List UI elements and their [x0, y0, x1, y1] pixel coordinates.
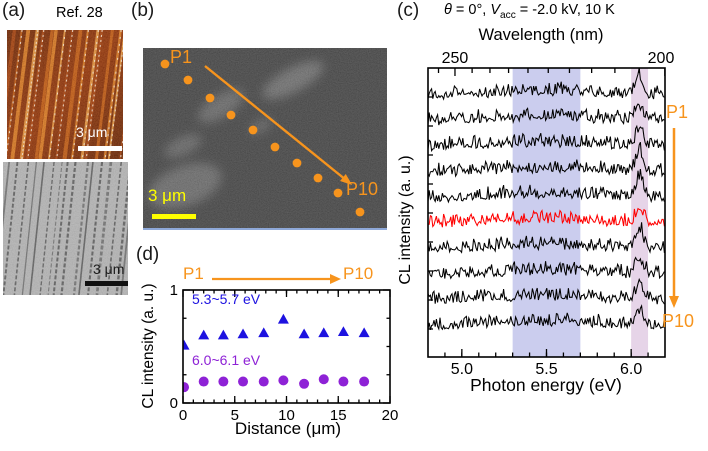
cl-intensity-vs-distance-plot: 0 5 10 15 20 0 1 — [170, 274, 399, 424]
series-label-6061: 6.0~6.1 eV — [192, 352, 261, 368]
measurement-points-overlay — [160, 59, 365, 217]
panel-c-label: (c) — [397, 0, 420, 21]
sem-a-scalebar — [85, 281, 128, 286]
sem-image-b — [143, 48, 387, 230]
afm-scalebar — [78, 146, 122, 151]
vacc-symbol: V — [490, 2, 500, 18]
panel-c-p10-label: P10 — [662, 311, 695, 331]
panel-d-p1-label: P1 — [183, 264, 204, 283]
svg-text:15: 15 — [330, 407, 347, 424]
sem-b-scalebar-label: 3 μm — [148, 186, 187, 205]
svg-text:10: 10 — [278, 407, 295, 424]
svg-text:200: 200 — [648, 50, 675, 67]
panel-c-p1-label: P1 — [666, 102, 689, 122]
panel-c-x-axis-title: Photon energy (eV) — [470, 375, 622, 395]
svg-text:0: 0 — [170, 395, 178, 412]
svg-text:5: 5 — [231, 407, 239, 424]
svg-text:6.0: 6.0 — [620, 361, 642, 378]
afm-scalebar-label: 3 μm — [76, 124, 108, 140]
panel-d-y-axis-title: CL intensity (a. u.) — [140, 283, 157, 409]
panel-b-label: (b) — [131, 0, 155, 21]
svg-text:0: 0 — [179, 407, 187, 424]
svg-text:1: 1 — [170, 282, 178, 299]
panel-c-conditions: θ = 0°, Vacc = -2.0 kV, 10 K — [444, 2, 615, 21]
svg-text:250: 250 — [442, 50, 469, 67]
theta-symbol: θ — [444, 2, 452, 18]
sem-b-scalebar — [152, 214, 196, 219]
cl-spectra-plot: 250 200 5.0 5.5 6.0 — [427, 50, 679, 378]
svg-text:5.5: 5.5 — [535, 361, 557, 378]
panel-d-p10-label: P10 — [343, 264, 374, 283]
svg-text:5.0: 5.0 — [451, 361, 473, 378]
panel-a-ref-label: Ref. 28 — [56, 5, 103, 21]
afm-image — [7, 30, 123, 159]
panel-b-p1-label: P1 — [170, 47, 193, 67]
panel-d-label: (d) — [136, 244, 160, 265]
panel-d-x-axis-title: Distance (μm) — [234, 419, 342, 438]
panel-a-label: (a) — [2, 0, 26, 21]
wavelength-axis-title: Wavelength (nm) — [478, 26, 604, 44]
sem-a-scalebar-label: 3 μm — [93, 261, 125, 277]
svg-text:20: 20 — [382, 407, 399, 424]
panel-b-p10-label: P10 — [346, 179, 379, 199]
sem-image-a — [3, 162, 128, 295]
series-label-5357: 5.3~5.7 eV — [192, 291, 261, 307]
